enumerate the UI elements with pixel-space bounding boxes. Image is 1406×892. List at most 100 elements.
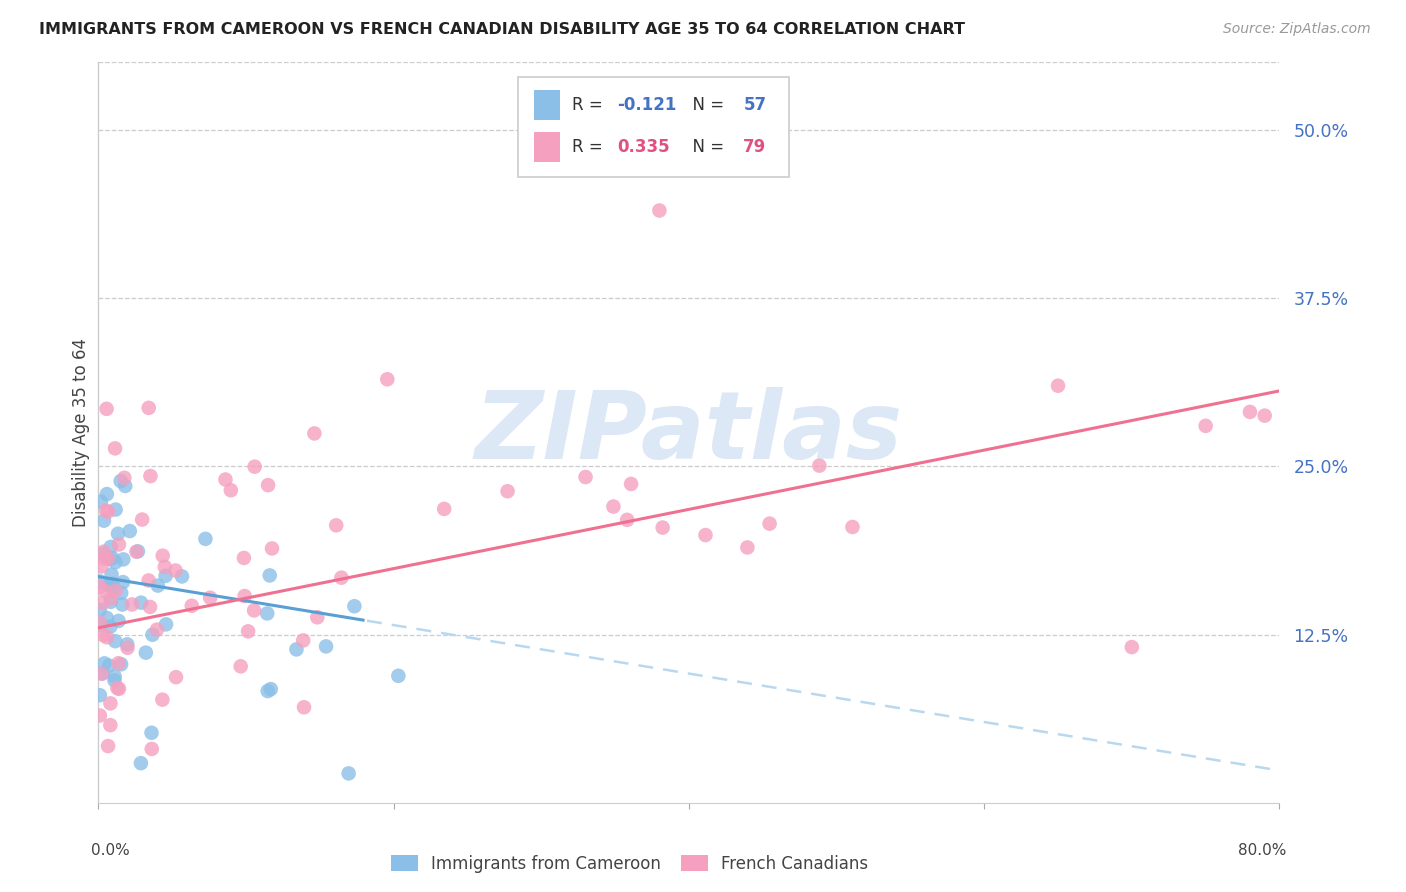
Point [93,544,115,558]
Point [90,666,112,681]
Point [110,657,132,672]
Point [139,599,162,614]
Point [146,623,169,637]
Point [198,591,221,605]
Bar [534,90,560,120]
Point [1239,405,1261,419]
Point [94,503,117,517]
Point [315,640,337,654]
Point [233,589,256,603]
Point [165,670,187,684]
Point [108,681,131,696]
Point [104,634,127,648]
Point [1195,418,1218,433]
Text: N =: N = [682,138,730,156]
Point [89,688,111,702]
Point [758,516,780,531]
Point [97,551,120,566]
Point [104,669,127,683]
Point [1121,640,1143,654]
Point [89,574,111,589]
Point [343,599,366,614]
Point [98,718,121,732]
Point [125,545,148,559]
Point [651,520,673,534]
Point [146,578,169,592]
Point [337,766,360,780]
Point [104,442,127,456]
Point [127,544,149,558]
Point [91,628,114,642]
Point [108,537,131,551]
Point [103,673,125,688]
Point [101,551,124,566]
Point [292,700,315,714]
Point [153,559,176,574]
Point [107,614,129,628]
Point [112,552,135,566]
Text: 57: 57 [744,96,766,114]
Point [97,505,120,519]
Point [104,555,127,569]
Point [841,520,863,534]
Point [91,596,114,610]
Point [98,658,121,673]
Point [307,610,329,624]
Point [97,578,120,592]
Point [91,547,114,561]
Point [110,474,132,488]
Text: -0.121: -0.121 [617,96,676,114]
Point [107,657,129,671]
Point [93,514,115,528]
Point [165,564,187,578]
Point [118,524,141,538]
Point [135,646,157,660]
Point [141,726,163,740]
Point [141,742,163,756]
Point [89,580,111,594]
Point [104,502,127,516]
Point [97,739,120,753]
Point [180,599,202,613]
Point [155,569,177,583]
Point [96,630,118,644]
Point [236,624,259,639]
Point [139,469,162,483]
Point [1046,378,1070,392]
Point [90,494,112,508]
Point [138,401,160,415]
Point [808,458,831,473]
Point [150,692,173,706]
Point [574,470,596,484]
Point [129,596,152,610]
Point [104,583,127,598]
Point [89,708,111,723]
Bar [534,132,560,162]
Point [259,568,281,582]
Point [257,478,280,492]
Point [111,575,134,590]
Point [229,659,252,673]
Point [110,586,132,600]
Text: 79: 79 [744,138,766,156]
Text: R =: R = [572,96,607,114]
Point [648,203,671,218]
Point [98,552,121,566]
Point [325,518,347,533]
Point [101,576,124,591]
Point [100,567,122,582]
Point [170,569,193,583]
Point [93,583,115,598]
Point [93,657,115,671]
Point [152,549,174,563]
Point [117,637,139,651]
Point [131,512,153,526]
Y-axis label: Disability Age 35 to 64: Disability Age 35 to 64 [72,338,90,527]
Point [112,471,135,485]
Point [100,595,122,609]
Point [100,697,122,711]
Point [89,615,111,630]
Point [752,150,775,164]
Point [387,669,409,683]
Point [260,682,283,697]
